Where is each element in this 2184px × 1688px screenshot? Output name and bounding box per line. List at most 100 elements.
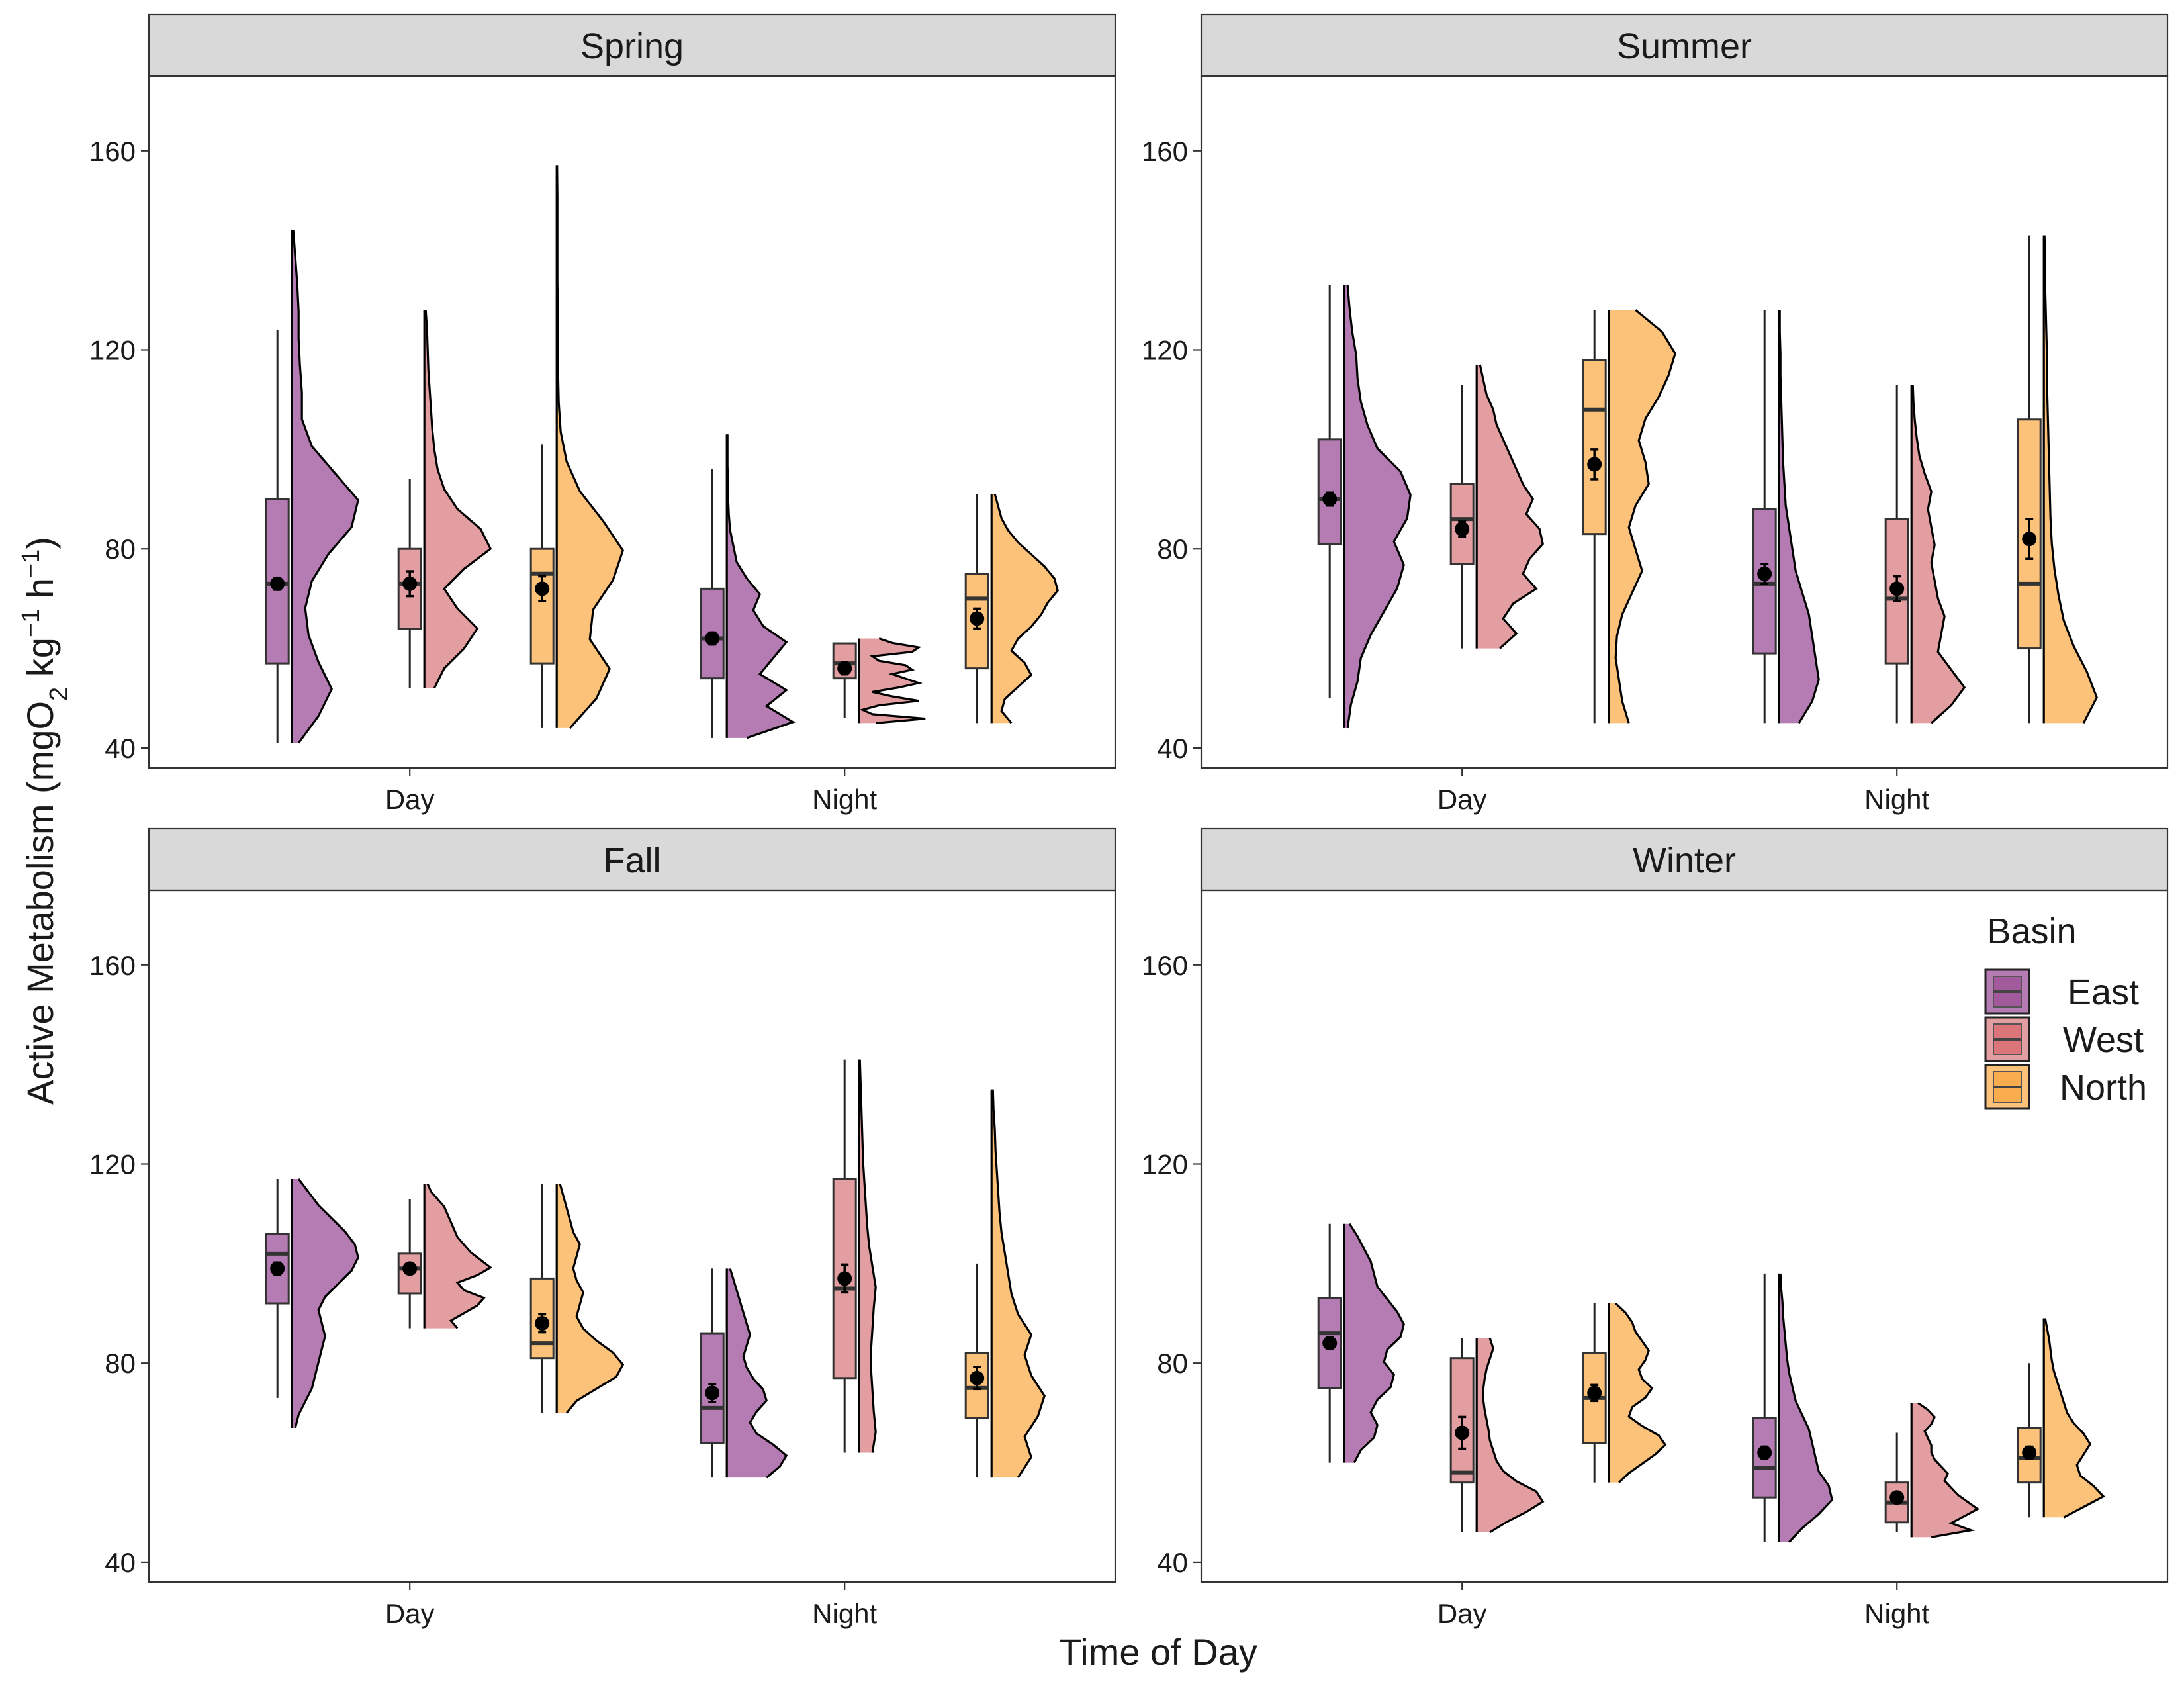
density-fill bbox=[859, 638, 926, 724]
density-fill bbox=[557, 1184, 623, 1413]
x-tick-label: Day bbox=[1437, 784, 1487, 815]
group-day-east bbox=[1317, 1223, 1405, 1464]
mean-point bbox=[535, 581, 550, 596]
group-day-north bbox=[1582, 309, 1676, 724]
panel-spring: Spring 40 80 120 160 Day Night bbox=[89, 13, 1116, 815]
facet-strip bbox=[148, 13, 1116, 77]
density-fill bbox=[2044, 235, 2097, 724]
group-night-east bbox=[700, 1268, 788, 1479]
box bbox=[1317, 1297, 1342, 1389]
y-tick-label: 40 bbox=[1157, 1547, 1188, 1578]
group-day-north bbox=[529, 165, 624, 729]
density-fill bbox=[1779, 310, 1819, 724]
density-outline bbox=[858, 1059, 877, 1453]
density-outline bbox=[859, 637, 926, 724]
x-tick-label: Night bbox=[1864, 1598, 1929, 1629]
density-outline bbox=[426, 1183, 493, 1329]
mean-point bbox=[270, 576, 285, 591]
density-outline bbox=[2043, 235, 2098, 724]
legend-item-east: East bbox=[1984, 968, 2139, 1015]
y-axis-title: Active Metabolism (mgO2 kg−1 h−1) bbox=[17, 537, 73, 1105]
y-axis-title-sup: −1 bbox=[17, 609, 45, 637]
density-fill bbox=[1911, 385, 1965, 724]
group-day-north bbox=[1582, 1302, 1667, 1483]
panel-border bbox=[1200, 75, 2169, 769]
density-outline bbox=[1348, 1223, 1405, 1464]
density-fill bbox=[424, 310, 491, 688]
y-tick-label: 80 bbox=[105, 1348, 136, 1379]
group-day-east bbox=[1317, 285, 1412, 729]
x-tick-label: Day bbox=[1437, 1598, 1487, 1629]
y-axis-title-part: Active Metabolism (mgO bbox=[19, 701, 61, 1105]
x-tick-label: Day bbox=[385, 1598, 435, 1629]
mean-point bbox=[970, 1370, 985, 1385]
density-fill bbox=[557, 165, 623, 728]
panel-fall: Fall 40 80 120 160 Day Night bbox=[89, 827, 1116, 1629]
density-outline bbox=[1346, 285, 1412, 729]
legend-label: West bbox=[2063, 1020, 2144, 1060]
y-tick-label: 160 bbox=[1142, 950, 1188, 981]
x-tick-label: Day bbox=[385, 784, 435, 815]
density-outline bbox=[993, 494, 1059, 724]
facet-title: Fall bbox=[603, 841, 660, 880]
y-tick-label: 120 bbox=[1142, 334, 1188, 365]
density-fill bbox=[424, 1184, 491, 1329]
y-tick-label: 40 bbox=[1157, 733, 1188, 764]
mean-point bbox=[1587, 457, 1602, 472]
legend-item-west: West bbox=[1984, 1016, 2144, 1062]
panels-layer: Spring 40 80 120 160 Day Night Summer 40 80 120 160… bbox=[89, 13, 2169, 1629]
density-fill bbox=[1911, 1403, 1978, 1538]
density-fill bbox=[1477, 365, 1543, 649]
mean-point bbox=[837, 661, 852, 676]
y-axis-title-sup: −1 bbox=[17, 549, 45, 578]
mean-point bbox=[1587, 1385, 1602, 1401]
group-night-north bbox=[964, 494, 1059, 724]
density-outline bbox=[726, 434, 796, 739]
panel-border bbox=[1200, 889, 2169, 1583]
group-night-west bbox=[832, 1059, 877, 1453]
y-tick-label: 160 bbox=[89, 950, 136, 981]
density-outline bbox=[1917, 1402, 1980, 1538]
density-fill bbox=[991, 494, 1058, 724]
mean-point bbox=[1889, 581, 1905, 596]
group-night-west bbox=[1884, 1402, 1980, 1538]
legend-label: North bbox=[2060, 1068, 2147, 1107]
mean-point bbox=[705, 1385, 720, 1401]
panel-summer: Summer 40 80 120 160 Day Night bbox=[1142, 13, 2169, 815]
mean-point bbox=[270, 1261, 285, 1276]
group-night-west bbox=[1884, 385, 1966, 724]
density-outline bbox=[1779, 1273, 1833, 1543]
density-fill bbox=[727, 1268, 787, 1478]
y-tick-label: 160 bbox=[89, 136, 136, 167]
group-night-north bbox=[2017, 235, 2098, 724]
legend-item-north: North bbox=[1984, 1064, 2147, 1110]
density-fill bbox=[292, 1179, 359, 1428]
group-day-north bbox=[529, 1184, 625, 1414]
group-day-west bbox=[1449, 1338, 1545, 1534]
density-outline bbox=[1778, 310, 1820, 724]
mean-point bbox=[535, 1316, 550, 1331]
group-night-north bbox=[964, 1089, 1046, 1478]
density-outline bbox=[991, 1089, 1046, 1478]
group-night-east bbox=[700, 434, 796, 739]
density-outline bbox=[2044, 1318, 2105, 1519]
facet-title: Summer bbox=[1617, 26, 1752, 66]
density-outline bbox=[1482, 1338, 1545, 1534]
x-tick-label: Night bbox=[812, 784, 877, 815]
group-day-east bbox=[265, 1178, 359, 1429]
y-tick-label: 80 bbox=[1157, 1348, 1188, 1379]
group-day-west bbox=[397, 1183, 493, 1329]
box bbox=[1884, 518, 1909, 665]
panel-border bbox=[148, 889, 1116, 1583]
density-outline bbox=[1911, 385, 1966, 724]
density-fill bbox=[1477, 1338, 1543, 1532]
group-night-north bbox=[2017, 1318, 2105, 1519]
y-axis-title-part: h bbox=[19, 578, 61, 609]
mean-point bbox=[1455, 522, 1470, 537]
y-axis-title-part: kg bbox=[19, 637, 61, 687]
box bbox=[2017, 1427, 2042, 1484]
facet-title: Winter bbox=[1633, 841, 1736, 880]
legend: Basin East West North bbox=[1984, 912, 2147, 1110]
density-outline bbox=[559, 1184, 625, 1414]
box bbox=[529, 547, 555, 665]
